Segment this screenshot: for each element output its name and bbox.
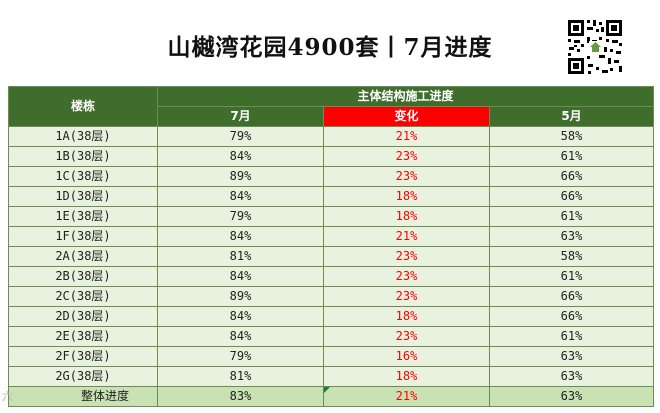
progress-table: 楼栋 主体结构施工进度 7月 变化 5月 1A(38层) 79% 21% 58% 1B(…: [8, 86, 655, 407]
table-row: 2E(38层) 84% 23% 61%: [8, 326, 655, 347]
building-cell: 1E(38层): [8, 206, 158, 227]
may-cell: 61%: [488, 146, 655, 167]
table-row: 2G(38层) 81% 18% 63%: [8, 366, 655, 387]
table-row: 1F(38层) 84% 21% 63%: [8, 226, 655, 247]
may-cell: 66%: [488, 186, 655, 207]
building-cell: 整体进度: [8, 386, 158, 407]
table-row: 2F(38层) 79% 16% 63%: [8, 346, 655, 367]
building-cell: 1C(38层): [8, 166, 158, 187]
header-building: 楼栋: [8, 86, 158, 127]
table-body: 1A(38层) 79% 21% 58% 1B(38层) 84% 23% 61% 1C(38层) 8…: [8, 126, 655, 407]
july-cell: 84%: [157, 226, 324, 247]
july-cell: 81%: [157, 366, 324, 387]
may-cell: 58%: [488, 246, 655, 267]
building-cell: 2G(38层): [8, 366, 158, 387]
july-cell: 84%: [157, 306, 324, 327]
change-cell: 18%: [323, 366, 490, 387]
building-cell: 1A(38层): [8, 126, 158, 147]
may-cell: 66%: [488, 166, 655, 187]
table-row: 1A(38层) 79% 21% 58%: [8, 126, 655, 147]
building-cell: 2D(38层): [8, 306, 158, 327]
change-cell: 21%: [323, 226, 490, 247]
table-row: 1B(38层) 84% 23% 61%: [8, 146, 655, 167]
table-row: 2C(38层) 89% 23% 66%: [8, 286, 655, 307]
july-cell: 84%: [157, 186, 324, 207]
change-cell: 18%: [323, 206, 490, 227]
change-cell: 23%: [323, 266, 490, 287]
may-cell: 63%: [488, 386, 655, 407]
cell-marker-icon: [324, 387, 330, 393]
july-cell: 89%: [157, 286, 324, 307]
july-cell: 84%: [157, 266, 324, 287]
july-cell: 81%: [157, 246, 324, 267]
may-cell: 58%: [488, 126, 655, 147]
building-cell: 2C(38层): [8, 286, 158, 307]
table-row: 2D(38层) 84% 18% 66%: [8, 306, 655, 327]
total-row: 整体进度 83% 21% 63%: [8, 386, 655, 407]
may-cell: 66%: [488, 286, 655, 307]
table-row: 2A(38层) 81% 23% 58%: [8, 246, 655, 267]
building-cell: 1F(38层): [8, 226, 158, 247]
building-cell: 2B(38层): [8, 266, 158, 287]
change-cell: 23%: [323, 286, 490, 307]
change-cell: 21%: [323, 386, 490, 407]
table-row: 1E(38层) 79% 18% 61%: [8, 206, 655, 227]
table-row: 1C(38层) 89% 23% 66%: [8, 166, 655, 187]
table-row: 2B(38层) 84% 23% 61%: [8, 266, 655, 287]
may-cell: 66%: [488, 306, 655, 327]
may-cell: 63%: [488, 226, 655, 247]
header-may: 5月: [488, 106, 655, 127]
july-cell: 89%: [157, 166, 324, 187]
building-cell: 2F(38层): [8, 346, 158, 367]
july-cell: 79%: [157, 346, 324, 367]
change-cell: 23%: [323, 246, 490, 267]
may-cell: 61%: [488, 326, 655, 347]
change-cell: 23%: [323, 166, 490, 187]
header-structure-progress: 主体结构施工进度: [156, 86, 655, 107]
may-cell: 61%: [488, 266, 655, 287]
watermark: 六: [2, 390, 13, 403]
qr-code-icon: [566, 18, 624, 76]
july-cell: 79%: [157, 126, 324, 147]
table-row: 1D(38层) 84% 18% 66%: [8, 186, 655, 207]
change-cell: 16%: [323, 346, 490, 367]
header-july: 7月: [157, 106, 324, 127]
change-cell: 21%: [323, 126, 490, 147]
change-cell: 18%: [323, 186, 490, 207]
may-cell: 61%: [488, 206, 655, 227]
may-cell: 63%: [488, 346, 655, 367]
building-cell: 2A(38层): [8, 246, 158, 267]
may-cell: 63%: [488, 366, 655, 387]
july-cell: 84%: [157, 146, 324, 167]
building-cell: 1D(38层): [8, 186, 158, 207]
building-cell: 2E(38层): [8, 326, 158, 347]
change-cell: 23%: [323, 146, 490, 167]
july-cell: 84%: [157, 326, 324, 347]
july-cell: 79%: [157, 206, 324, 227]
change-cell: 18%: [323, 306, 490, 327]
building-cell: 1B(38层): [8, 146, 158, 167]
july-cell: 83%: [157, 386, 324, 407]
change-cell: 23%: [323, 326, 490, 347]
header-change: 变化: [323, 106, 490, 127]
page-title: 山樾湾花园4900套丨7月进度: [167, 34, 493, 61]
